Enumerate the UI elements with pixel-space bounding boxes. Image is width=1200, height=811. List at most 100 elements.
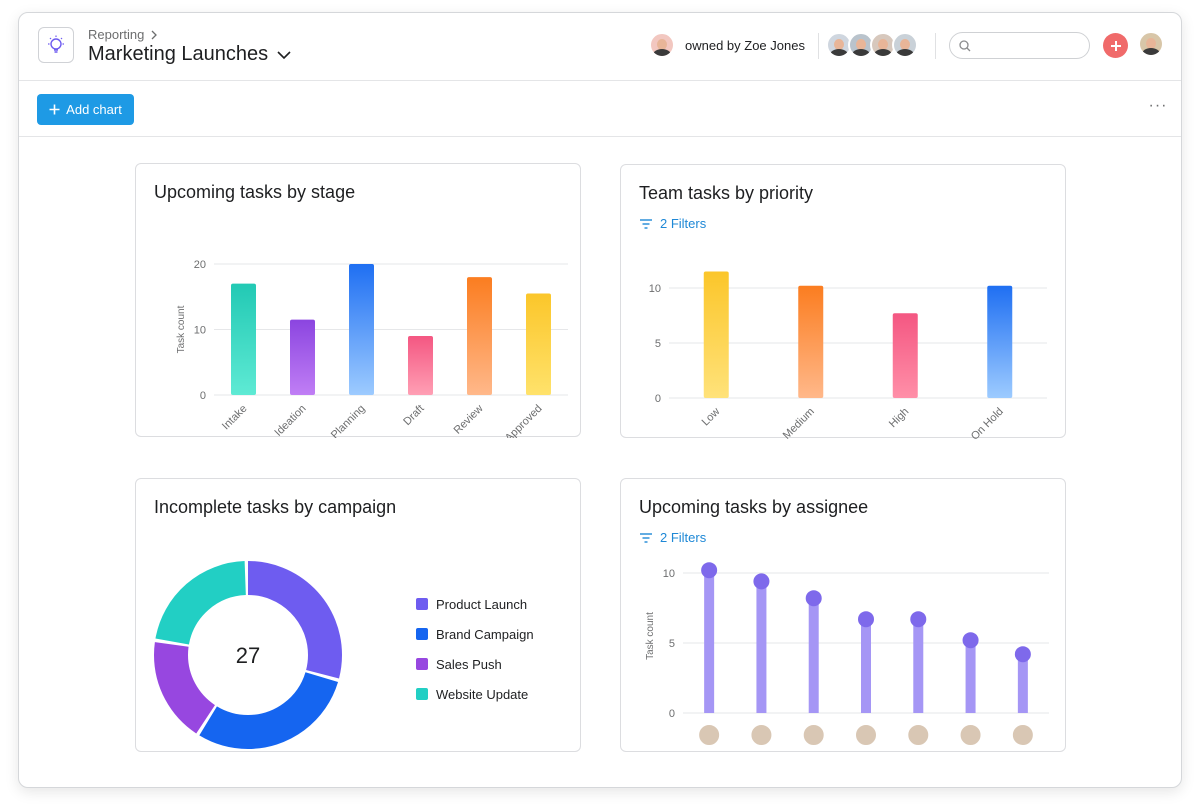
- owner-avatar[interactable]: [649, 32, 675, 58]
- priority-bar-chart: 0 5 10 Low Medium High On Hold: [649, 271, 1047, 439]
- assignee-avatar: [854, 723, 878, 747]
- y-tick-label: 5: [669, 638, 675, 650]
- x-tick-label: High: [887, 406, 911, 430]
- bar: [965, 640, 976, 713]
- report-toolbar: Add chart ···: [19, 81, 1181, 137]
- page-header: Reporting Marketing Launches owned by Zo…: [19, 13, 1181, 81]
- filters-link[interactable]: 2 Filters: [640, 216, 706, 231]
- x-tick-label: Draft: [401, 403, 426, 428]
- breadcrumb-reporting[interactable]: Reporting: [88, 27, 145, 42]
- header-divider: [935, 33, 936, 59]
- donut-slice: [154, 561, 342, 749]
- legend-label: Sales Push: [436, 656, 502, 672]
- legend-label: Product Launch: [436, 596, 528, 612]
- chart-title: Upcoming tasks by assignee: [639, 497, 869, 517]
- assignee-lollipop-chart: 0 5 10 Task count: [645, 562, 1049, 747]
- x-tick-label: On Hold: [969, 406, 1006, 439]
- bar: [408, 336, 433, 395]
- assignee-avatar: [906, 723, 931, 747]
- y-axis-label: Task count: [645, 612, 656, 660]
- bar-cap-dot: [701, 562, 718, 579]
- plus-icon: [49, 104, 60, 115]
- legend-swatch: [416, 658, 428, 670]
- search-input[interactable]: [977, 38, 1077, 53]
- y-tick-label: 10: [663, 568, 675, 580]
- y-tick-label: 10: [649, 283, 661, 295]
- filters-label: 2 Filters: [660, 530, 707, 545]
- bar-cap-dot: [805, 590, 822, 607]
- add-chart-label: Add chart: [66, 102, 122, 117]
- y-tick-label: 0: [669, 708, 675, 720]
- x-tick-label: Planning: [329, 403, 368, 438]
- y-tick-label: 0: [655, 393, 661, 405]
- bar: [231, 283, 256, 395]
- more-icon[interactable]: ···: [1148, 97, 1168, 114]
- stage-bar-chart: 0 10 20 Task count Intake Ideation Planning Dra…: [176, 259, 568, 438]
- bar: [756, 581, 767, 713]
- chart-title: Team tasks by priority: [639, 183, 814, 203]
- y-axis-label: Task count: [176, 305, 187, 353]
- page-title-text: Marketing Launches: [88, 43, 269, 65]
- y-tick-label: 0: [200, 390, 206, 402]
- bar: [526, 293, 551, 395]
- breadcrumb[interactable]: Reporting: [88, 27, 158, 42]
- bar: [290, 319, 315, 395]
- bar: [987, 285, 1013, 398]
- assignee-avatar: [749, 723, 774, 747]
- bar: [892, 313, 918, 398]
- owner-info[interactable]: owned by Zoe Jones: [649, 32, 805, 58]
- bar: [1017, 654, 1028, 713]
- plus-icon: [1110, 40, 1121, 51]
- legend-item[interactable]: Brand Campaign: [416, 619, 534, 649]
- bar: [703, 271, 729, 398]
- assignee-avatar: [1010, 723, 1035, 747]
- chart-card-stage[interactable]: Upcoming tasks by stage 0 10 20 Task count I…: [135, 163, 581, 438]
- project-members[interactable]: [826, 32, 918, 58]
- chart-legend: Product Launch Brand Campaign Sales Push…: [416, 589, 534, 709]
- add-chart-button[interactable]: Add chart: [37, 94, 134, 125]
- x-tick-label: Intake: [220, 403, 250, 433]
- legend-label: Website Update: [436, 686, 529, 702]
- legend-swatch: [416, 688, 428, 700]
- filters-label: 2 Filters: [660, 216, 707, 231]
- chart-title: Incomplete tasks by campaign: [154, 497, 397, 517]
- member-avatar[interactable]: [892, 32, 918, 58]
- chart-card-assignee[interactable]: Upcoming tasks by assignee 2 Filters 0 5 1…: [620, 478, 1066, 752]
- bar: [704, 570, 715, 713]
- chevron-down-icon[interactable]: [276, 50, 292, 60]
- bar: [861, 619, 871, 713]
- user-avatar[interactable]: [1138, 31, 1164, 57]
- assignee-avatar: [958, 723, 983, 747]
- y-tick-label: 10: [194, 325, 206, 337]
- bar-cap-dot: [962, 632, 979, 649]
- page-title[interactable]: Marketing Launches: [88, 43, 292, 66]
- owner-text: owned by Zoe Jones: [685, 37, 805, 53]
- chart-card-campaign[interactable]: Incomplete tasks by campaign 27 Product …: [135, 478, 581, 752]
- filters-link[interactable]: 2 Filters: [640, 530, 706, 545]
- filter-icon: [640, 532, 652, 543]
- legend-swatch: [416, 628, 428, 640]
- campaign-donut-chart: 27: [154, 561, 342, 749]
- lightbulb-icon: [48, 35, 64, 53]
- chart-card-priority[interactable]: Team tasks by priority 2 Filters 0 5 10 Low…: [620, 164, 1066, 439]
- x-tick-label: Low: [700, 406, 723, 429]
- y-tick-label: 5: [655, 338, 661, 350]
- chart-title: Upcoming tasks by stage: [154, 182, 356, 202]
- search-icon: [959, 39, 971, 51]
- quick-add-button[interactable]: [1103, 33, 1128, 58]
- member-avatar[interactable]: [870, 32, 896, 58]
- chevron-right-icon: [151, 30, 158, 39]
- bar-cap-dot: [753, 573, 770, 590]
- x-tick-label: Approved: [503, 403, 545, 438]
- legend-item[interactable]: Website Update: [416, 679, 534, 709]
- search-box[interactable]: [949, 32, 1090, 59]
- bar: [913, 619, 924, 713]
- assignee-avatar: [801, 723, 826, 747]
- bar: [349, 264, 374, 395]
- app-window: Reporting Marketing Launches owned by Zo…: [18, 12, 1182, 788]
- project-icon-button[interactable]: [38, 27, 74, 63]
- legend-item[interactable]: Product Launch: [416, 589, 534, 619]
- bar: [798, 285, 824, 398]
- bar: [467, 277, 492, 395]
- legend-item[interactable]: Sales Push: [416, 649, 534, 679]
